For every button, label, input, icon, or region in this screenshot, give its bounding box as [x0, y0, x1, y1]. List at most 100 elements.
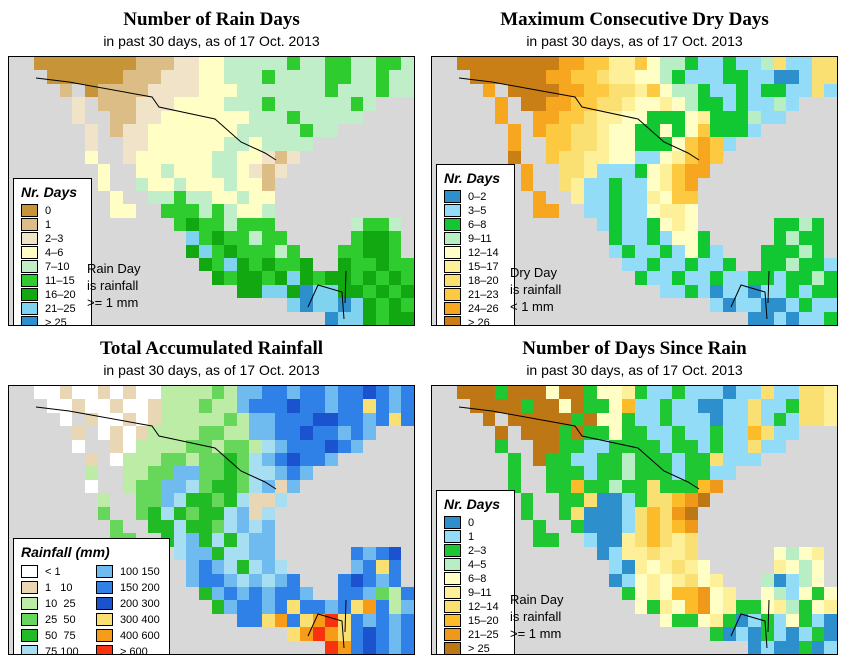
map-cell [376, 613, 389, 628]
map-cell [122, 399, 136, 413]
map-cell [571, 493, 584, 507]
map-cell [161, 231, 174, 244]
map-cell [748, 97, 762, 111]
map-cell [495, 466, 508, 479]
map-cell [198, 452, 212, 467]
map-cell [571, 231, 584, 244]
map-cell [123, 245, 136, 258]
map-cell [495, 426, 508, 440]
map-cell [799, 204, 812, 217]
legend-row: 75 100 [21, 644, 82, 654]
map-cell [748, 426, 762, 440]
map-cell [596, 83, 610, 98]
map-cell [786, 640, 800, 654]
map-cell [300, 151, 313, 164]
map-cell [34, 111, 47, 124]
legend-swatch [444, 274, 461, 287]
map-cell [97, 70, 111, 84]
map-cell [609, 412, 622, 427]
map-cell [376, 412, 389, 427]
map-cell [47, 413, 60, 426]
map-cell [596, 150, 610, 165]
map-cell [313, 560, 326, 573]
map-cell [710, 204, 723, 217]
map-cell [22, 97, 35, 110]
map-cell [584, 560, 597, 573]
map-cell [135, 57, 149, 71]
map-cell [634, 412, 648, 427]
map-cell [22, 520, 35, 533]
map-cell [774, 191, 787, 204]
map-cell [300, 466, 313, 480]
map-cell [710, 57, 724, 71]
map-cell [401, 440, 414, 453]
map-cell [609, 177, 622, 191]
map-cell [634, 217, 648, 232]
map-cell [824, 533, 837, 546]
map-cell [9, 440, 22, 453]
map-cell [786, 97, 800, 111]
map-cell [300, 83, 313, 98]
map-cell [161, 298, 174, 311]
map-cell [647, 150, 660, 165]
map-cell [262, 439, 275, 453]
map-cell [748, 547, 761, 560]
map-cell [98, 520, 111, 533]
map-cell [148, 452, 161, 467]
map-cell [325, 452, 339, 467]
legend-box: Nr. Days 0–2 3–5 6–8 9–11 12–14 15–17 18–20 21–… [436, 164, 515, 325]
map-cell [470, 151, 483, 164]
map-cell [773, 546, 787, 561]
map-cell [300, 386, 313, 400]
map-cell [558, 412, 572, 427]
map-cell [672, 412, 686, 427]
map-cell [300, 245, 313, 258]
map-cell [249, 231, 263, 245]
map-cell [122, 137, 136, 151]
map-cell [723, 574, 736, 587]
map-cell [198, 399, 212, 413]
map-cell [609, 386, 622, 400]
map-cell [388, 586, 402, 601]
map-cell [723, 123, 736, 138]
map-cell [350, 426, 364, 440]
map-cell [799, 57, 812, 71]
panel-subtitle: in past 30 days, as of 17 Oct. 2013 [526, 362, 743, 378]
map-cell [22, 386, 35, 399]
map-cell [546, 493, 559, 506]
map-cell [773, 244, 787, 258]
map-cell [274, 83, 288, 98]
map-cell [748, 399, 762, 413]
map-cell [401, 560, 414, 573]
map-cell [274, 586, 288, 601]
map-cell [249, 386, 263, 400]
map-cell [110, 83, 123, 98]
map-cell [672, 439, 686, 453]
map-cell [198, 386, 212, 400]
map-cell [72, 480, 85, 493]
map-cell [596, 506, 610, 520]
map-cell [571, 245, 584, 258]
map-cell [558, 386, 572, 400]
map-cell [198, 97, 212, 111]
legend-row: 15–17 [444, 260, 508, 273]
map-cell [774, 480, 787, 493]
map-cell [773, 70, 787, 84]
map-cell [469, 386, 483, 400]
map-cell [736, 560, 749, 573]
map-cell [300, 178, 313, 191]
map-cell [249, 533, 263, 547]
map-cell [571, 312, 584, 325]
map-cell [287, 218, 300, 231]
map-cell [635, 641, 648, 654]
map-cell [186, 204, 199, 218]
map-cell [786, 412, 800, 427]
map-cell [237, 627, 250, 640]
map-cell [236, 519, 250, 534]
map-cell [174, 298, 187, 311]
map-cell [710, 426, 724, 440]
map-cell [735, 83, 749, 98]
map-cell [262, 123, 275, 138]
map-cell [262, 271, 275, 285]
